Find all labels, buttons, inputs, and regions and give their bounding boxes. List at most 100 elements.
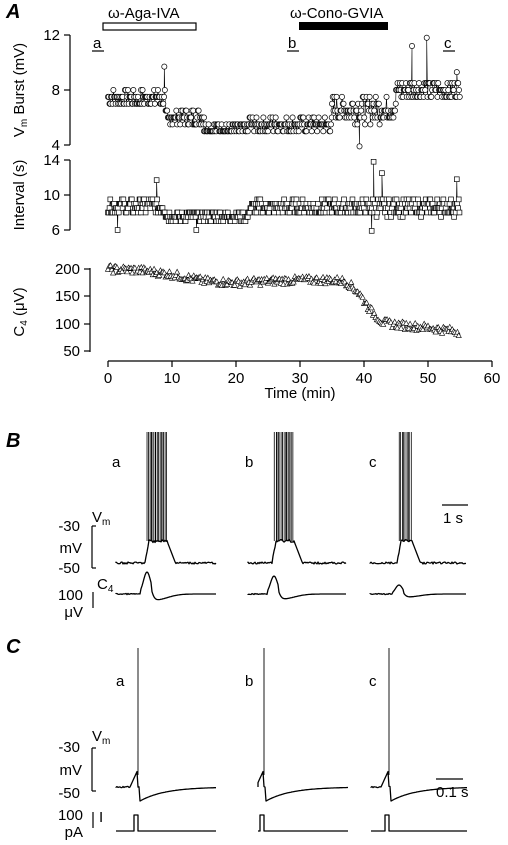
- panel-b-trace-label-c: c: [369, 454, 377, 471]
- data-point: [368, 228, 375, 234]
- data-point: [303, 128, 310, 135]
- data-point: [129, 269, 136, 276]
- data-point: [453, 69, 460, 76]
- panel-c-trace-label-b: b: [245, 673, 253, 690]
- vm-trace: [257, 770, 348, 802]
- current-trace: [258, 814, 348, 832]
- data-point: [423, 34, 430, 41]
- data-point: [393, 196, 400, 203]
- data-point: [371, 107, 378, 114]
- data-point: [438, 329, 446, 336]
- data-point: [220, 275, 227, 282]
- data-point: [172, 271, 179, 278]
- panel-c-scale-unit: mV: [60, 762, 83, 779]
- data-point: [300, 114, 307, 121]
- mid-y-tick-label-6: 6: [52, 222, 60, 239]
- data-point: [328, 209, 335, 216]
- data-point: [205, 121, 212, 128]
- data-point: [236, 283, 243, 289]
- c4-trace: [247, 575, 346, 600]
- drug1-label: ω-Aga-IVA: [108, 5, 179, 22]
- data-point: [349, 100, 356, 107]
- panel-label-c: C: [6, 636, 21, 658]
- data-point: [310, 279, 318, 286]
- data-point: [370, 159, 377, 165]
- data-point: [289, 114, 296, 121]
- data-point: [406, 320, 414, 327]
- data-point: [231, 281, 238, 288]
- data-point: [329, 100, 335, 107]
- bot-y-tick-label-200: 200: [55, 261, 80, 278]
- data-point: [153, 177, 160, 183]
- data-point: [405, 87, 412, 93]
- panel-b-scale-unit: mV: [60, 540, 83, 557]
- data-point: [263, 274, 270, 281]
- data-point: [283, 114, 290, 121]
- data-point: [333, 93, 340, 100]
- x-tick-label: 10: [164, 370, 181, 387]
- bot-y-axis-label: C4 (μV): [11, 287, 30, 336]
- data-point: [392, 100, 399, 107]
- data-point: [193, 227, 200, 233]
- data-point: [164, 107, 171, 114]
- data-point: [315, 201, 321, 207]
- vm-trace: [115, 770, 216, 802]
- data-point: [131, 264, 138, 271]
- panel-b-trace-label-a: a: [112, 454, 121, 471]
- data-point: [358, 107, 365, 114]
- panel-c-scale-lo: -50: [58, 785, 80, 802]
- series-c4: [104, 262, 462, 338]
- data-point: [116, 209, 122, 216]
- data-point: [336, 114, 343, 121]
- data-point: [403, 319, 410, 326]
- data-point: [332, 196, 338, 203]
- bot-y-tick-label-100: 100: [55, 316, 80, 333]
- data-point: [368, 304, 375, 311]
- data-point: [183, 107, 190, 114]
- x-tick-label: 40: [356, 370, 373, 387]
- data-point: [208, 218, 214, 225]
- data-point: [375, 100, 382, 107]
- mid-y-axis-label: Interval (s): [11, 160, 28, 231]
- data-point: [454, 176, 460, 183]
- data-point: [450, 87, 457, 93]
- data-point: [280, 280, 287, 287]
- data-point: [398, 324, 405, 331]
- x-tick-label: 30: [292, 370, 309, 387]
- c4-trace: [369, 584, 466, 598]
- panel-b-c4-scale: 100: [58, 587, 83, 604]
- panel-b-trace-label-b: b: [245, 454, 253, 471]
- panel-c-i-unit: pA: [65, 824, 83, 841]
- data-point: [110, 269, 117, 276]
- data-point: [328, 121, 334, 128]
- data-point: [104, 265, 112, 272]
- data-point: [161, 87, 168, 93]
- current-trace: [371, 814, 467, 832]
- data-point: [372, 93, 379, 100]
- panel-c-i-label: I: [99, 809, 103, 826]
- panel-c-time-scale-label: 0.1 s: [436, 784, 469, 801]
- data-point: [154, 87, 161, 93]
- data-point: [392, 107, 398, 114]
- data-point: [448, 196, 454, 203]
- vm-trace: [115, 539, 217, 565]
- x-tick-label: 50: [420, 370, 437, 387]
- data-point: [435, 80, 442, 87]
- data-point: [125, 87, 131, 93]
- data-point: [376, 121, 383, 128]
- data-point: [135, 93, 141, 100]
- panel-c-scale-hi: -30: [58, 739, 80, 756]
- series-vm-burst: [105, 34, 463, 150]
- data-point: [197, 273, 204, 280]
- data-point: [253, 114, 260, 121]
- data-point: [361, 114, 368, 121]
- data-point: [260, 114, 267, 121]
- data-point: [201, 114, 207, 121]
- data-point: [151, 100, 158, 107]
- data-point: [124, 268, 131, 275]
- data-point: [359, 294, 366, 300]
- x-tick-label: 20: [228, 370, 245, 387]
- data-point: [348, 279, 355, 285]
- data-point: [113, 264, 121, 270]
